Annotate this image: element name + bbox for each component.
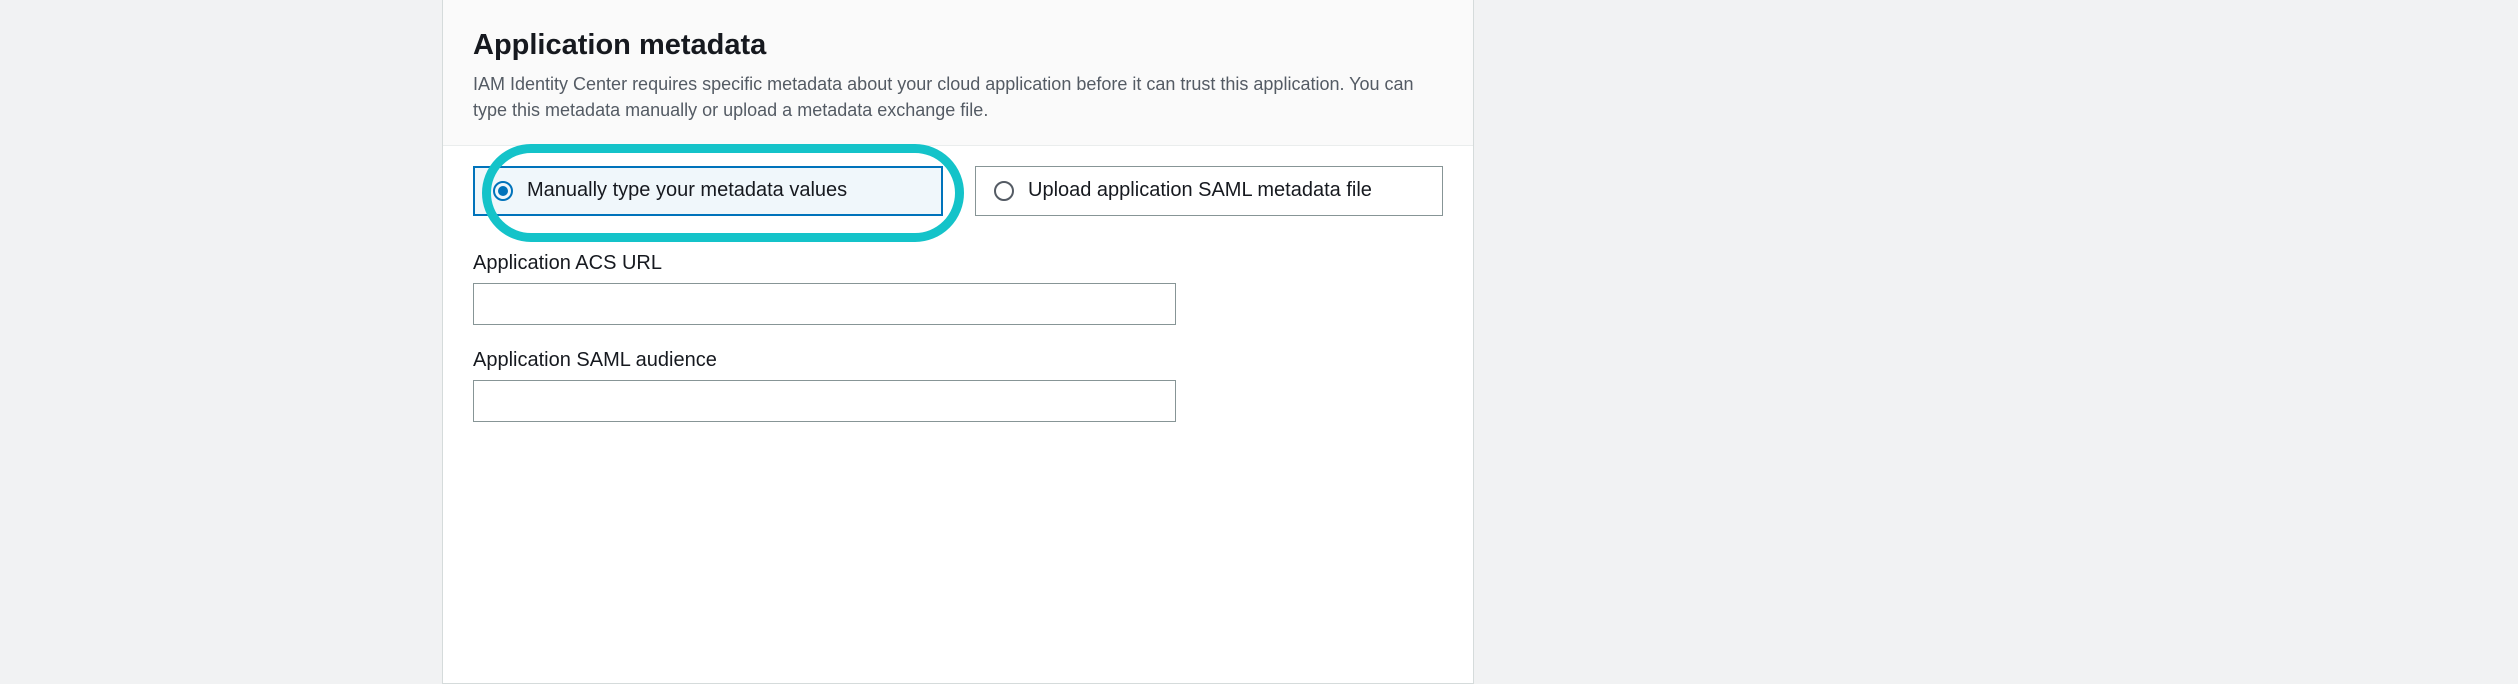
section-description: IAM Identity Center requires specific me… bbox=[473, 71, 1443, 123]
metadata-method-radio-group: Manually type your metadata values Uploa… bbox=[473, 166, 1443, 216]
radio-manual-metadata[interactable]: Manually type your metadata values bbox=[473, 166, 943, 216]
application-metadata-panel: Application metadata IAM Identity Center… bbox=[442, 0, 1474, 684]
radio-indicator-icon bbox=[994, 181, 1014, 201]
saml-audience-field-group: Application SAML audience bbox=[473, 349, 1443, 422]
radio-indicator-icon bbox=[493, 181, 513, 201]
radio-upload-metadata[interactable]: Upload application SAML metadata file bbox=[975, 166, 1443, 216]
section-title: Application metadata bbox=[473, 28, 1443, 63]
saml-audience-input[interactable] bbox=[473, 380, 1176, 422]
radio-upload-label: Upload application SAML metadata file bbox=[1028, 179, 1372, 202]
panel-header: Application metadata IAM Identity Center… bbox=[443, 0, 1473, 146]
panel-content: Manually type your metadata values Uploa… bbox=[443, 146, 1473, 422]
acs-url-label: Application ACS URL bbox=[473, 252, 1443, 275]
saml-audience-label: Application SAML audience bbox=[473, 349, 1443, 372]
radio-manual-label: Manually type your metadata values bbox=[527, 179, 847, 202]
acs-url-field-group: Application ACS URL bbox=[473, 252, 1443, 325]
acs-url-input[interactable] bbox=[473, 283, 1176, 325]
